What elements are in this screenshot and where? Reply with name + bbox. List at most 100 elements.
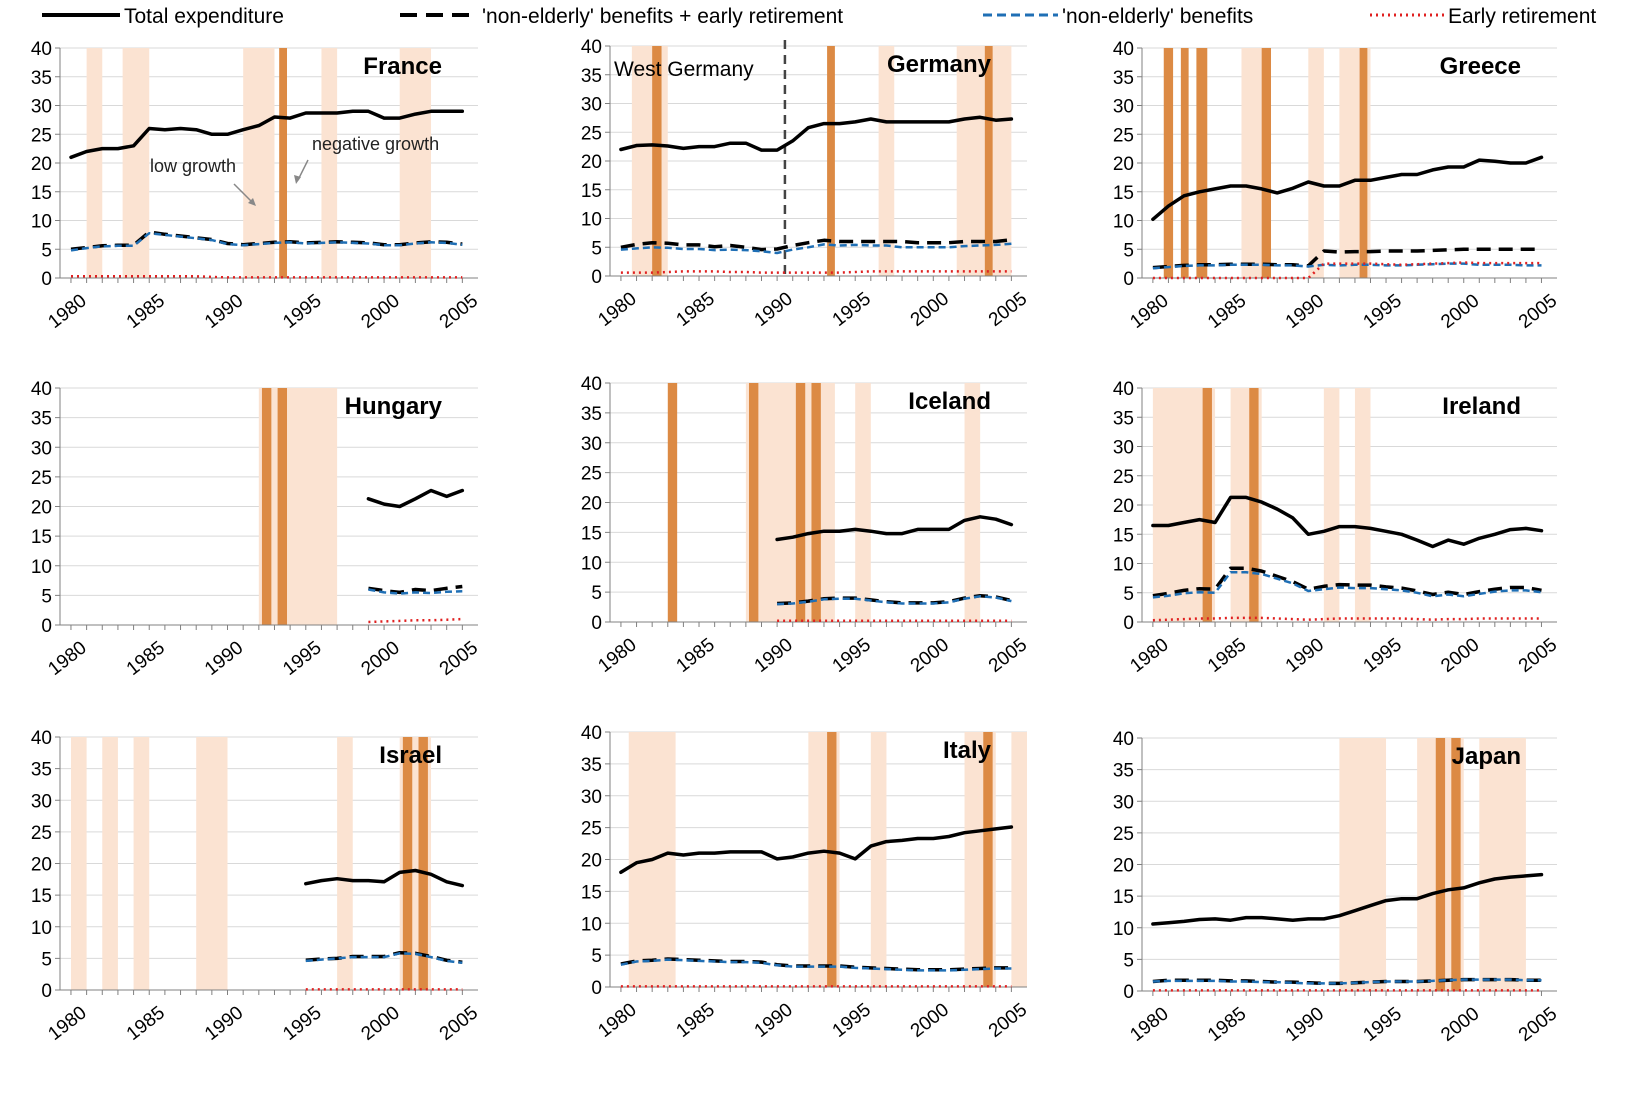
annotation-low-growth: low growth <box>150 156 236 176</box>
series-nonelderly-early <box>1152 247 1542 270</box>
y-tick-label: 10 <box>31 918 52 939</box>
low-growth-band <box>956 46 1012 276</box>
low-growth-band <box>1354 388 1371 622</box>
low-growth-band <box>1339 738 1387 991</box>
y-tick-label: 20 <box>31 154 52 175</box>
series-total <box>775 515 1014 542</box>
x-tick-label: 2005 <box>985 634 1031 677</box>
y-tick-label: 40 <box>581 37 602 58</box>
y-tick-label: 15 <box>1113 887 1134 908</box>
y-tick-label: 5 <box>41 586 52 607</box>
y-tick-label: 25 <box>581 819 602 840</box>
y-tick-label: 35 <box>1113 761 1134 782</box>
series-nonelderly <box>70 231 463 252</box>
y-tick-label: 20 <box>1113 856 1134 877</box>
x-tick-label: 2000 <box>907 999 953 1042</box>
series-total <box>304 868 465 888</box>
y-tick-label: 25 <box>581 464 602 485</box>
x-tick-label: 1985 <box>123 1002 169 1045</box>
x-tick-label: 1980 <box>594 634 640 677</box>
y-tick-label: 10 <box>31 557 52 578</box>
y-tick-label: 25 <box>1113 467 1134 488</box>
y-tick-label: 5 <box>41 240 52 261</box>
series-total <box>1151 155 1544 222</box>
x-tick-label: 1990 <box>201 637 247 680</box>
x-tick-label: 2005 <box>436 290 482 333</box>
x-tick-label: 1980 <box>594 999 640 1042</box>
y-tick-label: 40 <box>31 728 52 749</box>
low-growth-band <box>964 383 981 622</box>
negative-growth-band <box>1435 738 1446 991</box>
x-tick-label: 2005 <box>1515 290 1561 333</box>
y-tick-label: 10 <box>31 212 52 233</box>
y-tick-label: 35 <box>31 409 52 430</box>
y-tick-label: 30 <box>1113 438 1134 459</box>
y-tick-label: 10 <box>581 553 602 574</box>
series-nonelderly-early <box>777 593 1012 606</box>
low-growth-band <box>133 737 150 990</box>
x-tick-label: 2005 <box>1515 634 1561 677</box>
y-tick-label: 30 <box>1113 792 1134 813</box>
negative-growth-band <box>418 737 428 990</box>
panel-ireland: 0 5 10 15 20 25 30 35 40 1980 1985 1990 1995 2000 2005… <box>1113 379 1561 677</box>
x-tick-label: 1985 <box>673 288 719 331</box>
panel-germany: 0 5 10 15 20 25 30 35 40 1980 1985 1990 1995 2000 2005… <box>581 37 1031 331</box>
panel-title: Japan <box>1452 743 1521 770</box>
y-tick-label: 5 <box>591 238 602 259</box>
low-growth-band <box>1011 732 1027 987</box>
x-tick-label: 1980 <box>44 1002 90 1045</box>
x-tick-label: 2000 <box>1437 290 1483 333</box>
y-tick-label: 40 <box>1113 39 1134 60</box>
y-tick-label: 0 <box>1123 269 1134 290</box>
series-nonelderly <box>1152 262 1542 270</box>
negative-growth-band <box>795 383 806 622</box>
series-nonelderly <box>305 952 463 965</box>
x-tick-label: 2005 <box>436 1002 482 1045</box>
y-tick-label: 15 <box>1113 525 1134 546</box>
series-nonelderly-early <box>368 584 463 595</box>
y-tick-label: 5 <box>41 949 52 970</box>
y-tick-label: 25 <box>1113 125 1134 146</box>
y-tick-label: 0 <box>41 616 52 637</box>
y-tick-label: 25 <box>581 123 602 144</box>
panel-israel: 0 5 10 15 20 25 30 35 40 1980 1985 1990 1995 2000 2005… <box>31 728 482 1045</box>
low-growth-band <box>258 388 338 625</box>
x-tick-label: 1985 <box>123 290 169 333</box>
x-tick-label: 1985 <box>673 634 719 677</box>
low-growth-band <box>70 737 87 990</box>
x-tick-label: 2005 <box>436 637 482 680</box>
panel-iceland: 0 5 10 15 20 25 30 35 40 1980 1985 1990 1995 2000 2005… <box>581 374 1031 677</box>
negative-growth-band <box>652 46 662 276</box>
x-tick-label: 2000 <box>1437 1003 1483 1046</box>
x-tick-label: 1995 <box>279 290 325 333</box>
legend-label-nonelderly-early: 'non-elderly' benefits + early retiremen… <box>482 5 843 28</box>
x-tick-label: 1995 <box>829 999 875 1042</box>
series-nonelderly <box>1152 978 1542 985</box>
negative-growth-band <box>1249 388 1259 622</box>
x-tick-label: 2000 <box>1437 634 1483 677</box>
x-tick-label: 1990 <box>1282 1003 1328 1046</box>
x-tick-label: 1985 <box>1204 290 1250 333</box>
series-total <box>619 825 1014 875</box>
series-total <box>366 488 465 509</box>
y-tick-label: 0 <box>1123 982 1134 1003</box>
negative-growth-band <box>667 383 678 622</box>
legend-label-total: Total expenditure <box>124 5 284 28</box>
x-tick-label: 2005 <box>985 999 1031 1042</box>
y-tick-label: 0 <box>41 269 52 290</box>
negative-growth-band <box>277 388 288 625</box>
negative-growth-band <box>1163 48 1174 278</box>
series-total <box>1151 495 1544 549</box>
annotation-arrowhead <box>248 198 256 206</box>
x-tick-label: 1980 <box>1126 1003 1172 1046</box>
negative-growth-band <box>1202 388 1212 622</box>
panel-title: Israel <box>379 742 442 769</box>
y-tick-label: 35 <box>581 755 602 776</box>
y-tick-label: 35 <box>581 66 602 87</box>
x-tick-label: 1990 <box>201 1002 247 1045</box>
low-growth-band <box>1479 738 1526 991</box>
negative-growth-band <box>279 48 288 278</box>
x-tick-label: 1980 <box>44 637 90 680</box>
panel-title: Italy <box>943 737 992 764</box>
negative-growth-band <box>261 388 272 625</box>
